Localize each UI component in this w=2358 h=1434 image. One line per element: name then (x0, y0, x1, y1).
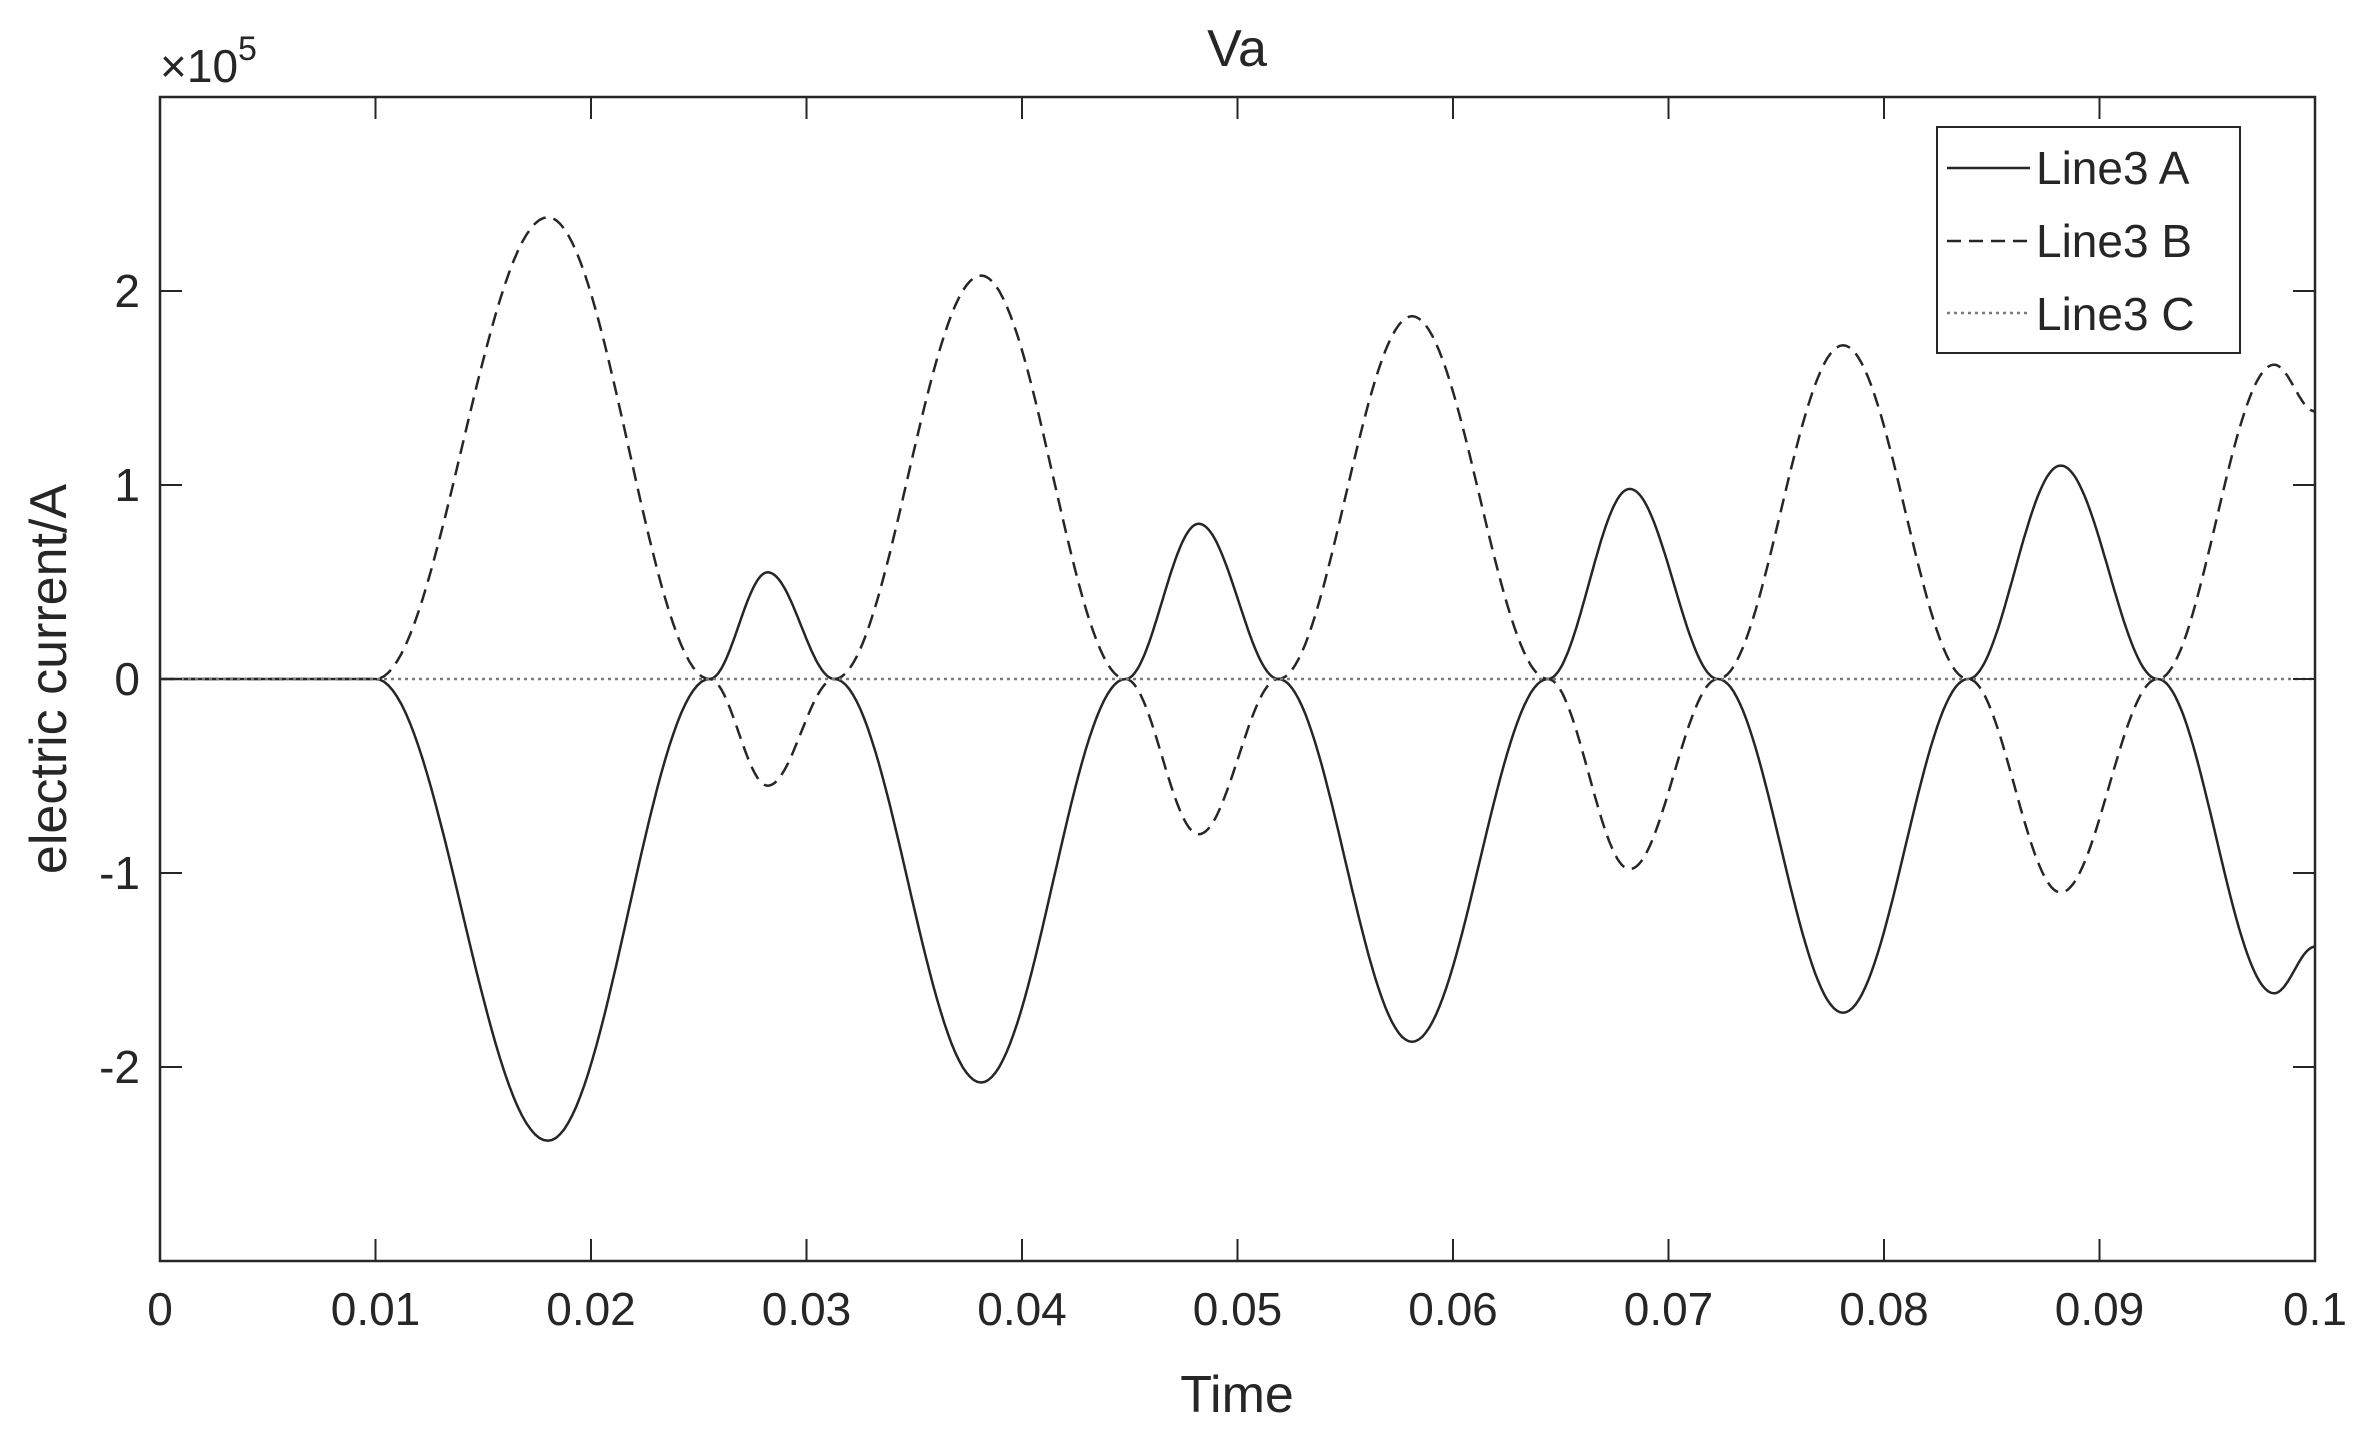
y-tick-label: -2 (99, 1041, 140, 1093)
x-tick-label: 0.05 (1193, 1283, 1283, 1335)
y-axis-label: electric current/A (20, 484, 78, 874)
y-exponent-base: ×10 (160, 40, 238, 92)
y-tick-label: 0 (114, 653, 140, 705)
legend: Line3 A Line3 B Line3 C (1936, 126, 2241, 354)
y-exponent-label: ×105 (160, 30, 257, 92)
plot-frame (158, 95, 2317, 1263)
x-tick-label: 0.07 (1624, 1283, 1714, 1335)
x-tick-label: 0.04 (977, 1283, 1067, 1335)
x-tick-label: 0.01 (331, 1283, 421, 1335)
x-tick-label: 0.03 (762, 1283, 852, 1335)
x-tick-label: 0.02 (546, 1283, 636, 1335)
legend-label-line3-a: Line3 A (2036, 142, 2190, 194)
y-tick-label: -1 (99, 847, 140, 899)
x-tick-label: 0.1 (2283, 1283, 2347, 1335)
x-tick-label: 0 (147, 1283, 173, 1335)
legend-box (1936, 126, 2241, 354)
y-exponent-power: 5 (238, 30, 257, 68)
legend-label-line3-b: Line3 B (2036, 215, 2192, 267)
series-layer (160, 216, 2316, 1142)
y-tick-label: 2 (114, 265, 140, 317)
series-line-line3-b (160, 216, 2316, 894)
chart-title: Va (1207, 20, 1267, 78)
x-tick-label: 0.06 (1408, 1283, 1498, 1335)
series-line-line3-a (160, 464, 2316, 1142)
legend-label-line3-c: Line3 C (2036, 288, 2195, 340)
x-tick-label: 0.09 (2055, 1283, 2145, 1335)
ticks-layer: 0 0.01 0.02 0.03 0.04 0.05 0.06 0.07 0.08 0.09 0.1… (99, 97, 2347, 1335)
y-tick-label: 1 (114, 459, 140, 511)
x-tick-label: 0.08 (1839, 1283, 1929, 1335)
svg-text:×105: ×105 (160, 30, 257, 92)
x-axis-label: Time (1180, 1366, 1294, 1424)
